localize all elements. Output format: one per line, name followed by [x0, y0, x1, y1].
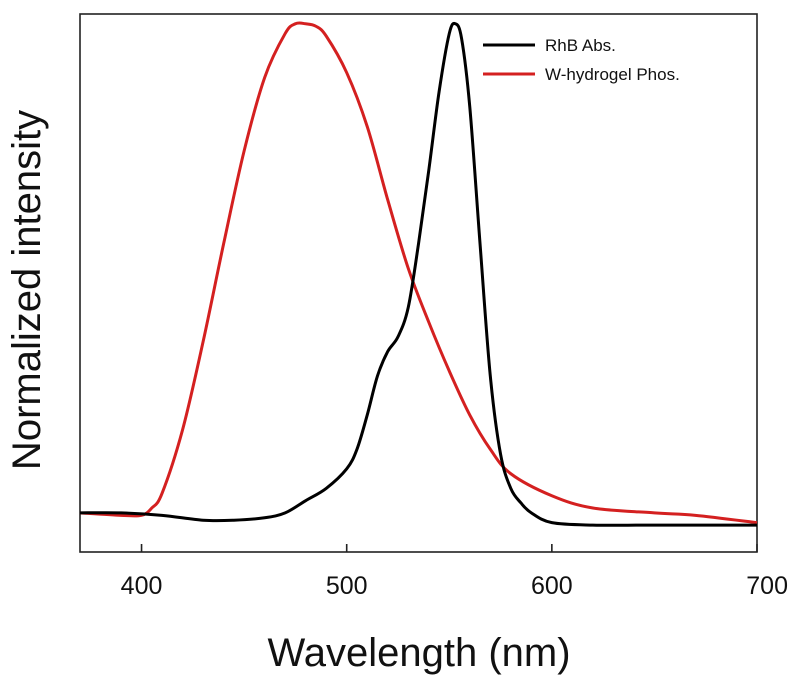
watermark-text: 知识泥土六二三	[677, 650, 782, 668]
x-tick-label: 400	[121, 572, 163, 600]
legend-label-w-hydrogel-phos: W-hydrogel Phos.	[545, 65, 680, 84]
x-tick-label: 600	[531, 572, 573, 600]
legend: RhB Abs. W-hydrogel Phos.	[483, 36, 680, 84]
axes-layer: 400 500 600 700	[121, 544, 788, 600]
series-line-rhb-abs	[79, 21, 757, 527]
x-axis-title: Wavelength (nm)	[267, 631, 570, 675]
y-axis-title: Normalized intensity	[5, 110, 49, 470]
legend-label-rhb-abs: RhB Abs.	[545, 36, 616, 55]
x-tick-label: 700	[746, 572, 788, 600]
plot-area	[79, 13, 758, 553]
x-tick-label: 500	[326, 572, 368, 600]
series-layer	[79, 21, 758, 527]
series-line-w-hydrogel-phos	[79, 21, 758, 525]
plot-frame	[79, 13, 758, 553]
